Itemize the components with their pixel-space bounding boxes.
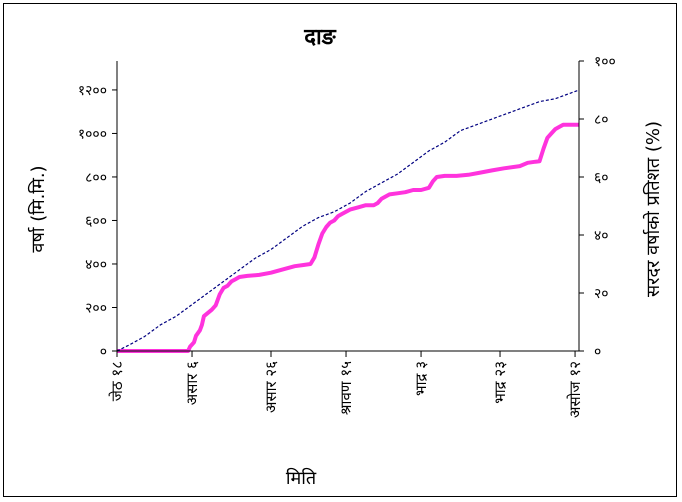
y-left-tick-label: ४०० xyxy=(85,257,107,273)
y-right-tick-label: १०० xyxy=(594,54,616,70)
y-right-tick-label: ६० xyxy=(594,170,609,186)
x-axis-label: मिति xyxy=(286,467,317,489)
y-left-tick-label: १२०० xyxy=(78,83,107,99)
x-tick-label: असार २६ xyxy=(262,361,280,413)
y-right-tick-label: ४० xyxy=(594,228,609,244)
x-tick-label: श्रावण १५ xyxy=(337,361,355,415)
y-axis-left-label: वर्षा (मि.मि.) xyxy=(27,165,49,252)
y-right-tick-label: २० xyxy=(594,286,609,302)
y-left-tick-label: ८०० xyxy=(85,170,107,186)
rainfall-chart: दाङ ० २०० ४०० ६०० ८०० १००० १२०० ० २० ४० ६० ८० १०० जेठ… xyxy=(4,4,678,498)
y-left-tick-label: ० xyxy=(100,344,107,360)
y-axis-right-label: सरदर वर्षाको प्रतिशत (%) xyxy=(642,121,664,297)
series-line-rainfall xyxy=(117,125,579,351)
chart-frame: दाङ ० २०० ४०० ६०० ८०० १००० १२०० ० २० ४० ६० ८० १०० जेठ… xyxy=(3,3,677,497)
axes: ० २०० ४०० ६०० ८०० १००० १२०० ० २० ४० ६० ८० १०० जेठ १८ अ… xyxy=(78,54,616,418)
series-line-average-percent xyxy=(117,90,579,351)
x-tick-label: असार ६ xyxy=(183,361,201,405)
x-tick-label: जेठ १८ xyxy=(108,361,126,401)
plot-area xyxy=(117,90,579,351)
y-left-tick-label: २०० xyxy=(85,300,107,316)
x-tick-label: असोज १२ xyxy=(566,361,584,418)
y-left-tick-label: १००० xyxy=(78,126,107,142)
chart-title: दाङ xyxy=(303,25,336,50)
y-right-tick-label: ० xyxy=(594,344,601,360)
y-right-tick-label: ८० xyxy=(594,112,609,128)
x-tick-label: भाद्र ३ xyxy=(412,361,430,396)
x-tick-label: भाद्र २३ xyxy=(491,361,509,404)
y-left-tick-label: ६०० xyxy=(85,213,107,229)
